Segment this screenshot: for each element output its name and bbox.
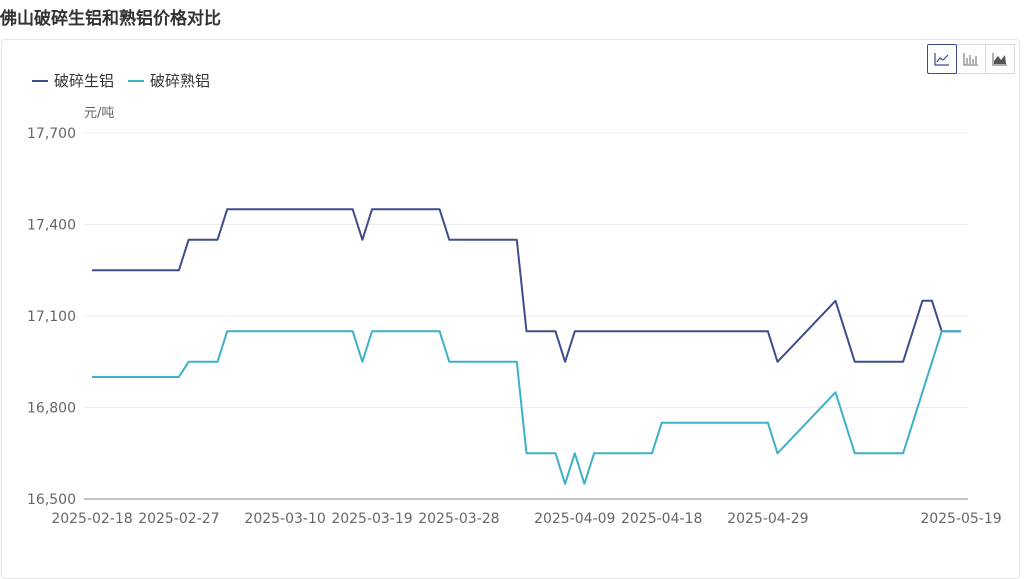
x-tick-label: 2025-04-29 bbox=[727, 511, 808, 527]
legend-swatch-series-1 bbox=[32, 79, 48, 82]
area-chart-button[interactable] bbox=[985, 44, 1015, 74]
legend-swatch-series-2 bbox=[128, 79, 145, 82]
legend-label-series-1: 破碎生铝 bbox=[54, 72, 115, 90]
y-tick-label: 16,800 bbox=[27, 401, 76, 417]
chart-type-toolbar bbox=[927, 44, 1015, 75]
x-tick-label: 2025-03-19 bbox=[331, 511, 412, 527]
x-tick-label: 2025-03-28 bbox=[418, 511, 499, 527]
area-chart-icon bbox=[992, 53, 1007, 66]
y-tick-label: 17,700 bbox=[27, 126, 76, 142]
y-axis-unit-label: 元/吨 bbox=[84, 106, 115, 121]
legend-item-series-2[interactable]: 破碎熟铝 bbox=[128, 70, 210, 91]
legend-label-series-2: 破碎熟铝 bbox=[150, 72, 211, 90]
line-chart-icon bbox=[934, 53, 949, 66]
line-chart-button[interactable] bbox=[927, 44, 957, 74]
y-tick-label: 17,100 bbox=[27, 309, 76, 325]
x-tick-label: 2025-05-19 bbox=[920, 511, 1001, 527]
y-tick-label: 16,500 bbox=[27, 492, 76, 508]
bar-chart-icon bbox=[963, 53, 978, 66]
y-tick-label: 17,400 bbox=[27, 218, 76, 234]
series-line-2[interactable] bbox=[92, 330, 961, 485]
chart-legend: 破碎生铝 破碎熟铝 bbox=[32, 70, 224, 91]
chart-card bbox=[1, 39, 1020, 579]
legend-item-series-1[interactable]: 破碎生铝 bbox=[32, 70, 114, 91]
x-tick-label: 2025-02-18 bbox=[51, 511, 132, 527]
x-tick-label: 2025-02-27 bbox=[138, 511, 219, 527]
page-title: 佛山破碎生铝和熟铝价格对比 bbox=[0, 9, 221, 29]
x-tick-label: 2025-04-09 bbox=[534, 511, 615, 527]
series-line-1[interactable] bbox=[92, 208, 961, 363]
x-tick-label: 2025-04-18 bbox=[621, 511, 702, 527]
x-tick-label: 2025-03-10 bbox=[244, 511, 325, 527]
